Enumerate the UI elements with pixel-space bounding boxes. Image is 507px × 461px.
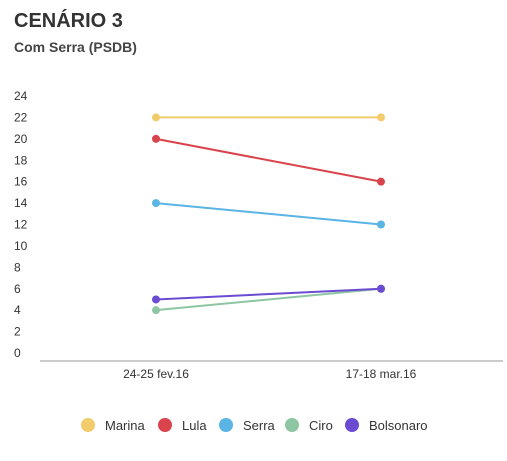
legend-marker-bolsonaro <box>345 418 359 432</box>
y-tick-label: 20 <box>14 132 28 146</box>
data-point-lula <box>152 134 160 143</box>
y-tick-label: 10 <box>14 239 28 253</box>
y-tick-label: 8 <box>14 260 21 274</box>
y-tick-label: 14 <box>14 196 28 210</box>
chart-subtitle: Com Serra (PSDB) <box>14 39 137 55</box>
data-point-serra <box>152 199 160 208</box>
data-point-lula <box>377 177 385 186</box>
y-tick-label: 24 <box>14 89 28 103</box>
legend-marker-lula <box>158 418 172 432</box>
data-point-bolsonaro <box>377 284 385 293</box>
series-line-bolsonaro <box>155 287 382 301</box>
series-line-lula <box>155 137 382 183</box>
data-point-serra <box>377 220 385 229</box>
legend-marker-marina <box>81 418 95 432</box>
legend-label-bolsonaro: Bolsonaro <box>369 418 428 433</box>
y-tick-label: 18 <box>14 153 28 167</box>
y-tick-label: 12 <box>14 218 28 232</box>
x-tick-label: 17-18 mar.16 <box>346 367 417 381</box>
y-tick-label: 22 <box>14 110 28 124</box>
legend-marker-serra <box>219 418 233 432</box>
data-point-ciro <box>152 306 160 315</box>
data-point-bolsonaro <box>152 295 160 304</box>
y-tick-label: 6 <box>14 282 21 296</box>
x-tick-label: 24-25 fev.16 <box>123 367 189 381</box>
legend-label-ciro: Ciro <box>309 418 333 433</box>
y-tick-label: 0 <box>14 346 21 360</box>
legend: Marina Lula Serra Ciro Bolsonaro <box>81 418 428 433</box>
chart-title: CENÁRIO 3 <box>14 10 123 32</box>
x-axis: 24-25 fev.16 17-18 mar.16 <box>123 367 417 381</box>
legend-label-marina: Marina <box>105 418 146 433</box>
y-tick-label: 4 <box>14 303 21 317</box>
legend-label-serra: Serra <box>243 418 276 433</box>
y-tick-label: 2 <box>14 325 21 339</box>
data-point-marina <box>152 113 160 122</box>
series-line-serra <box>155 202 382 226</box>
data-point-marina <box>377 113 385 122</box>
series-line-ciro <box>155 287 382 312</box>
y-tick-label: 16 <box>14 175 28 189</box>
legend-marker-ciro <box>285 418 299 432</box>
series-group <box>152 113 385 315</box>
legend-label-lula: Lula <box>182 418 207 433</box>
